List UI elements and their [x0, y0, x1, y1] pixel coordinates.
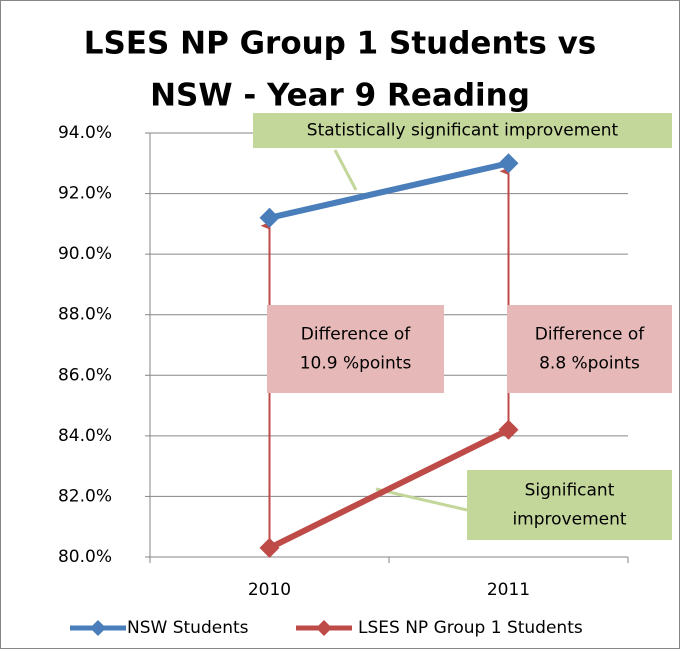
- annotation-text: 10.9 %points: [300, 354, 412, 374]
- annotation-text: improvement: [512, 510, 626, 530]
- chart-title: LSES NP Group 1 Students vs: [84, 26, 597, 62]
- x-tick-label: 2010: [248, 580, 291, 600]
- point-marker: [498, 419, 519, 440]
- annotation-box: [267, 305, 444, 393]
- annotation-text: Difference of: [301, 325, 411, 345]
- legend-label: LSES NP Group 1 Students: [358, 618, 583, 638]
- annotation-box: [507, 305, 672, 393]
- legend-marker: [90, 620, 106, 636]
- annotation-text: Statistically significant improvement: [307, 121, 619, 141]
- annotation-box: [253, 113, 672, 148]
- point-marker: [498, 153, 519, 174]
- point-marker: [259, 207, 280, 228]
- series-line: [268, 427, 510, 551]
- chart-title: NSW - Year 9 Reading: [150, 78, 530, 114]
- y-tick-label: 94.0%: [58, 123, 112, 143]
- annotation-box: [467, 470, 672, 540]
- annotation-leader: [375, 487, 468, 512]
- legend-marker: [316, 620, 332, 636]
- y-tick-label: 86.0%: [58, 365, 112, 385]
- annotation-text: 8.8 %points: [539, 354, 640, 374]
- y-tick-label: 82.0%: [58, 486, 112, 506]
- y-tick-label: 92.0%: [58, 184, 112, 204]
- y-tick-label: 88.0%: [58, 305, 112, 325]
- point-marker: [259, 537, 280, 558]
- y-tick-label: 80.0%: [58, 547, 112, 567]
- x-tick-label: 2011: [487, 580, 530, 600]
- annotation-leader: [333, 149, 358, 191]
- legend-label: NSW Students: [127, 618, 249, 638]
- series-line: [268, 160, 510, 221]
- y-tick-label: 90.0%: [58, 244, 112, 264]
- annotation-text: Difference of: [535, 325, 645, 345]
- annotation-text: Significant: [525, 481, 615, 501]
- y-tick-label: 84.0%: [58, 426, 112, 446]
